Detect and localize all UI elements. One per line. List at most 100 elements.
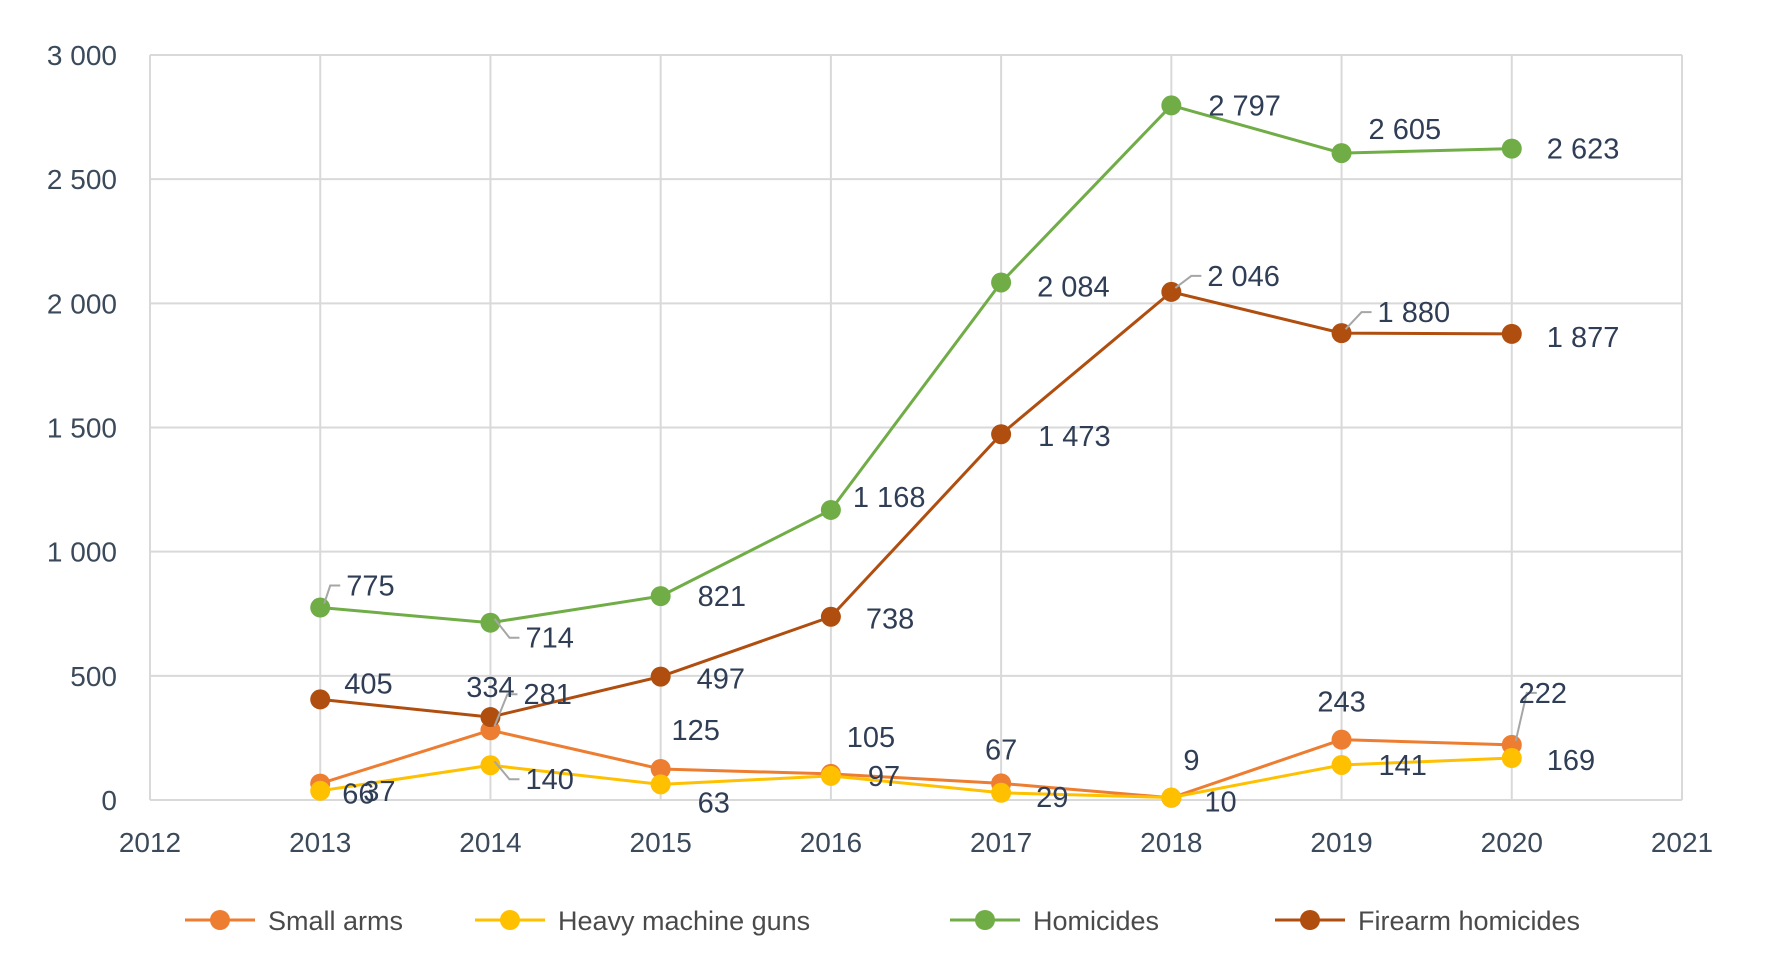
- data-point: [1501, 748, 1522, 769]
- data-point: [480, 612, 501, 633]
- data-point: [650, 586, 671, 607]
- data-label: 497: [697, 664, 745, 696]
- data-label: 222: [1519, 678, 1567, 710]
- data-point: [1501, 138, 1522, 159]
- data-point: [650, 666, 671, 687]
- data-point: [820, 499, 841, 520]
- series-line: [320, 103, 1512, 625]
- series-firearm-homicides: [310, 281, 1522, 728]
- data-label: 281: [523, 679, 571, 711]
- x-tick-label: 2012: [119, 827, 181, 858]
- x-tick-label: 2013: [289, 827, 351, 858]
- data-point: [1331, 143, 1352, 164]
- legend-swatch-marker: [210, 910, 230, 930]
- x-tick-label: 2019: [1310, 827, 1372, 858]
- data-point: [991, 424, 1012, 445]
- legend: Small arms Heavy machine guns Homicides Fir…: [185, 906, 1580, 936]
- legend-swatch-marker: [500, 910, 520, 930]
- label-leader-line: [1174, 274, 1202, 289]
- label-leader-line: [493, 760, 520, 781]
- y-tick-label: 1 000: [47, 537, 117, 568]
- legend-item: Homicides: [950, 906, 1159, 936]
- data-point: [1161, 95, 1182, 116]
- y-tick-label: 2 000: [47, 288, 117, 319]
- x-tick-label: 2020: [1481, 827, 1543, 858]
- legend-label: Heavy machine guns: [558, 906, 810, 936]
- legend-item: Firearm homicides: [1275, 906, 1580, 936]
- y-tick-label: 2 500: [47, 164, 117, 195]
- data-label: 2 605: [1369, 114, 1442, 146]
- data-point: [650, 758, 671, 779]
- legend-label: Firearm homicides: [1358, 906, 1580, 936]
- data-label: 2 623: [1547, 134, 1620, 166]
- data-label: 125: [671, 715, 719, 747]
- data-labels: 66 281 125 105 67 9 243 222 37 140 63 97 29 10 141 169 7…: [323, 90, 1620, 819]
- data-label: 10: [1204, 787, 1236, 819]
- label-leader-line: [1514, 691, 1537, 742]
- x-tick-label: 2015: [630, 827, 692, 858]
- legend-item: Small arms: [185, 906, 403, 936]
- x-tick-label: 2016: [800, 827, 862, 858]
- legend-swatch-marker: [975, 910, 995, 930]
- data-point: [310, 597, 331, 618]
- data-label: 243: [1317, 687, 1365, 719]
- data-label: 821: [698, 581, 746, 613]
- data-point: [650, 774, 671, 795]
- x-tick-label: 2018: [1140, 827, 1202, 858]
- data-label: 2 797: [1208, 90, 1281, 122]
- data-label: 334: [466, 672, 514, 704]
- series-line: [319, 728, 1512, 800]
- x-tick-label: 2021: [1651, 827, 1713, 858]
- data-label: 714: [525, 623, 573, 655]
- data-label: 1 473: [1038, 421, 1111, 453]
- y-tick-label: 3 000: [47, 40, 117, 71]
- x-tick-label: 2017: [970, 827, 1032, 858]
- data-label: 738: [866, 604, 914, 636]
- data-label: 2 046: [1207, 261, 1280, 293]
- data-point: [820, 606, 841, 627]
- data-label: 140: [525, 764, 573, 796]
- data-label: 2 084: [1037, 271, 1110, 303]
- data-label: 63: [698, 787, 730, 819]
- data-label: 169: [1547, 745, 1595, 777]
- data-label: 405: [344, 668, 392, 700]
- data-point: [480, 755, 501, 776]
- data-label: 37: [363, 776, 395, 808]
- data-label: 1 168: [853, 482, 926, 514]
- y-tick-label: 0: [101, 785, 117, 816]
- data-point: [820, 765, 841, 786]
- series-line: [320, 290, 1512, 719]
- data-label: 1 880: [1378, 297, 1451, 329]
- data-label: 775: [346, 571, 394, 603]
- data-point: [1331, 754, 1352, 775]
- y-tick-label: 1 500: [47, 413, 117, 444]
- legend-label: Small arms: [268, 906, 403, 936]
- label-leader-line: [323, 584, 341, 604]
- data-label: 97: [868, 761, 900, 793]
- series-heavy-machine-guns: [310, 748, 1522, 808]
- label-leader-line: [493, 618, 520, 639]
- data-label: 105: [847, 722, 895, 754]
- data-label: 141: [1379, 750, 1427, 782]
- data-label: 9: [1183, 745, 1199, 777]
- legend-swatch-marker: [1300, 910, 1320, 930]
- legend-label: Homicides: [1033, 906, 1159, 936]
- data-point: [991, 272, 1012, 293]
- series-line: [319, 756, 1512, 800]
- legend-item: Heavy machine guns: [475, 906, 810, 936]
- data-label: 29: [1036, 782, 1068, 814]
- data-label: 67: [985, 734, 1017, 766]
- data-point: [310, 780, 331, 801]
- y-tick-label: 500: [70, 661, 117, 692]
- label-leader-line: [493, 693, 518, 727]
- x-tick-label: 2014: [459, 827, 521, 858]
- label-leader-line: [1344, 311, 1372, 330]
- data-label: 1 877: [1547, 322, 1620, 354]
- series-lines: [310, 95, 1522, 808]
- data-label: 66: [342, 779, 374, 811]
- axes: 2012 2013 2014 2015 2016 2017 2018 2019 2020 2021…: [47, 40, 1713, 858]
- series-homicides: [310, 95, 1522, 633]
- data-point: [991, 782, 1012, 803]
- data-point: [1161, 787, 1182, 808]
